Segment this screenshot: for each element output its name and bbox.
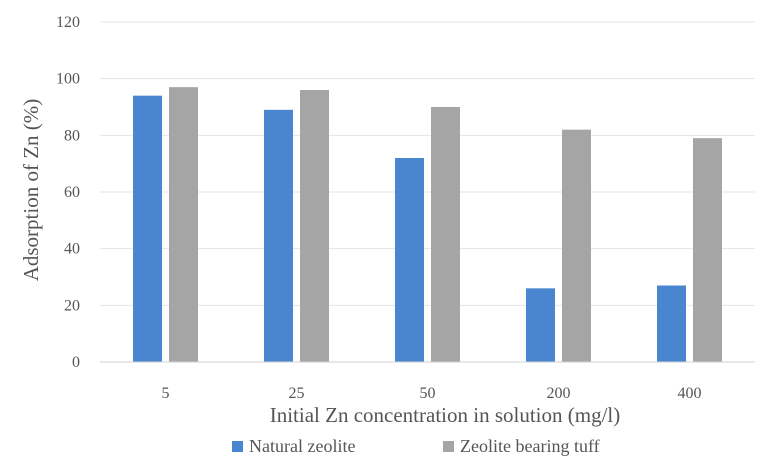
y-tick-label: 100 [56, 71, 80, 88]
bar-zeolite-bearing-tuff [169, 87, 198, 363]
bars [133, 87, 722, 363]
y-axis-title: Adsorption of Zn (%) [19, 99, 43, 282]
legend-swatch [232, 441, 243, 452]
legend-label: Natural zeolite [249, 436, 355, 456]
bar-natural-zeolite [133, 95, 162, 363]
y-tick-label: 60 [64, 184, 80, 201]
bar-natural-zeolite [395, 158, 424, 362]
y-axis-ticks: 0 20 40 60 80 100 120 [56, 14, 80, 371]
bar-natural-zeolite [657, 285, 686, 362]
legend-label: Zeolite bearing tuff [460, 436, 600, 456]
x-tick-label: 50 [420, 385, 436, 402]
y-tick-label: 20 [64, 297, 80, 314]
gridlines [100, 21, 755, 306]
x-axis-ticks: 5 25 50 200 400 [162, 385, 702, 402]
x-tick-label: 400 [678, 385, 702, 402]
bar-zeolite-bearing-tuff [693, 138, 722, 362]
x-axis-title: Initial Zn concentration in solution (mg… [270, 403, 621, 427]
x-tick-label: 25 [289, 385, 305, 402]
x-tick-label: 200 [547, 385, 571, 402]
bar-natural-zeolite [526, 288, 555, 362]
y-tick-label: 40 [64, 241, 80, 258]
y-tick-label: 0 [72, 354, 80, 371]
y-tick-label: 120 [56, 14, 80, 31]
y-tick-label: 80 [64, 127, 80, 144]
bar-zeolite-bearing-tuff [300, 90, 329, 362]
x-tick-label: 5 [162, 385, 170, 402]
bar-natural-zeolite [264, 109, 293, 362]
bar-zeolite-bearing-tuff [431, 107, 460, 362]
bar-zeolite-bearing-tuff [562, 129, 591, 362]
legend-swatch [443, 441, 454, 452]
legend: Natural zeolite Zeolite bearing tuff [232, 436, 600, 456]
